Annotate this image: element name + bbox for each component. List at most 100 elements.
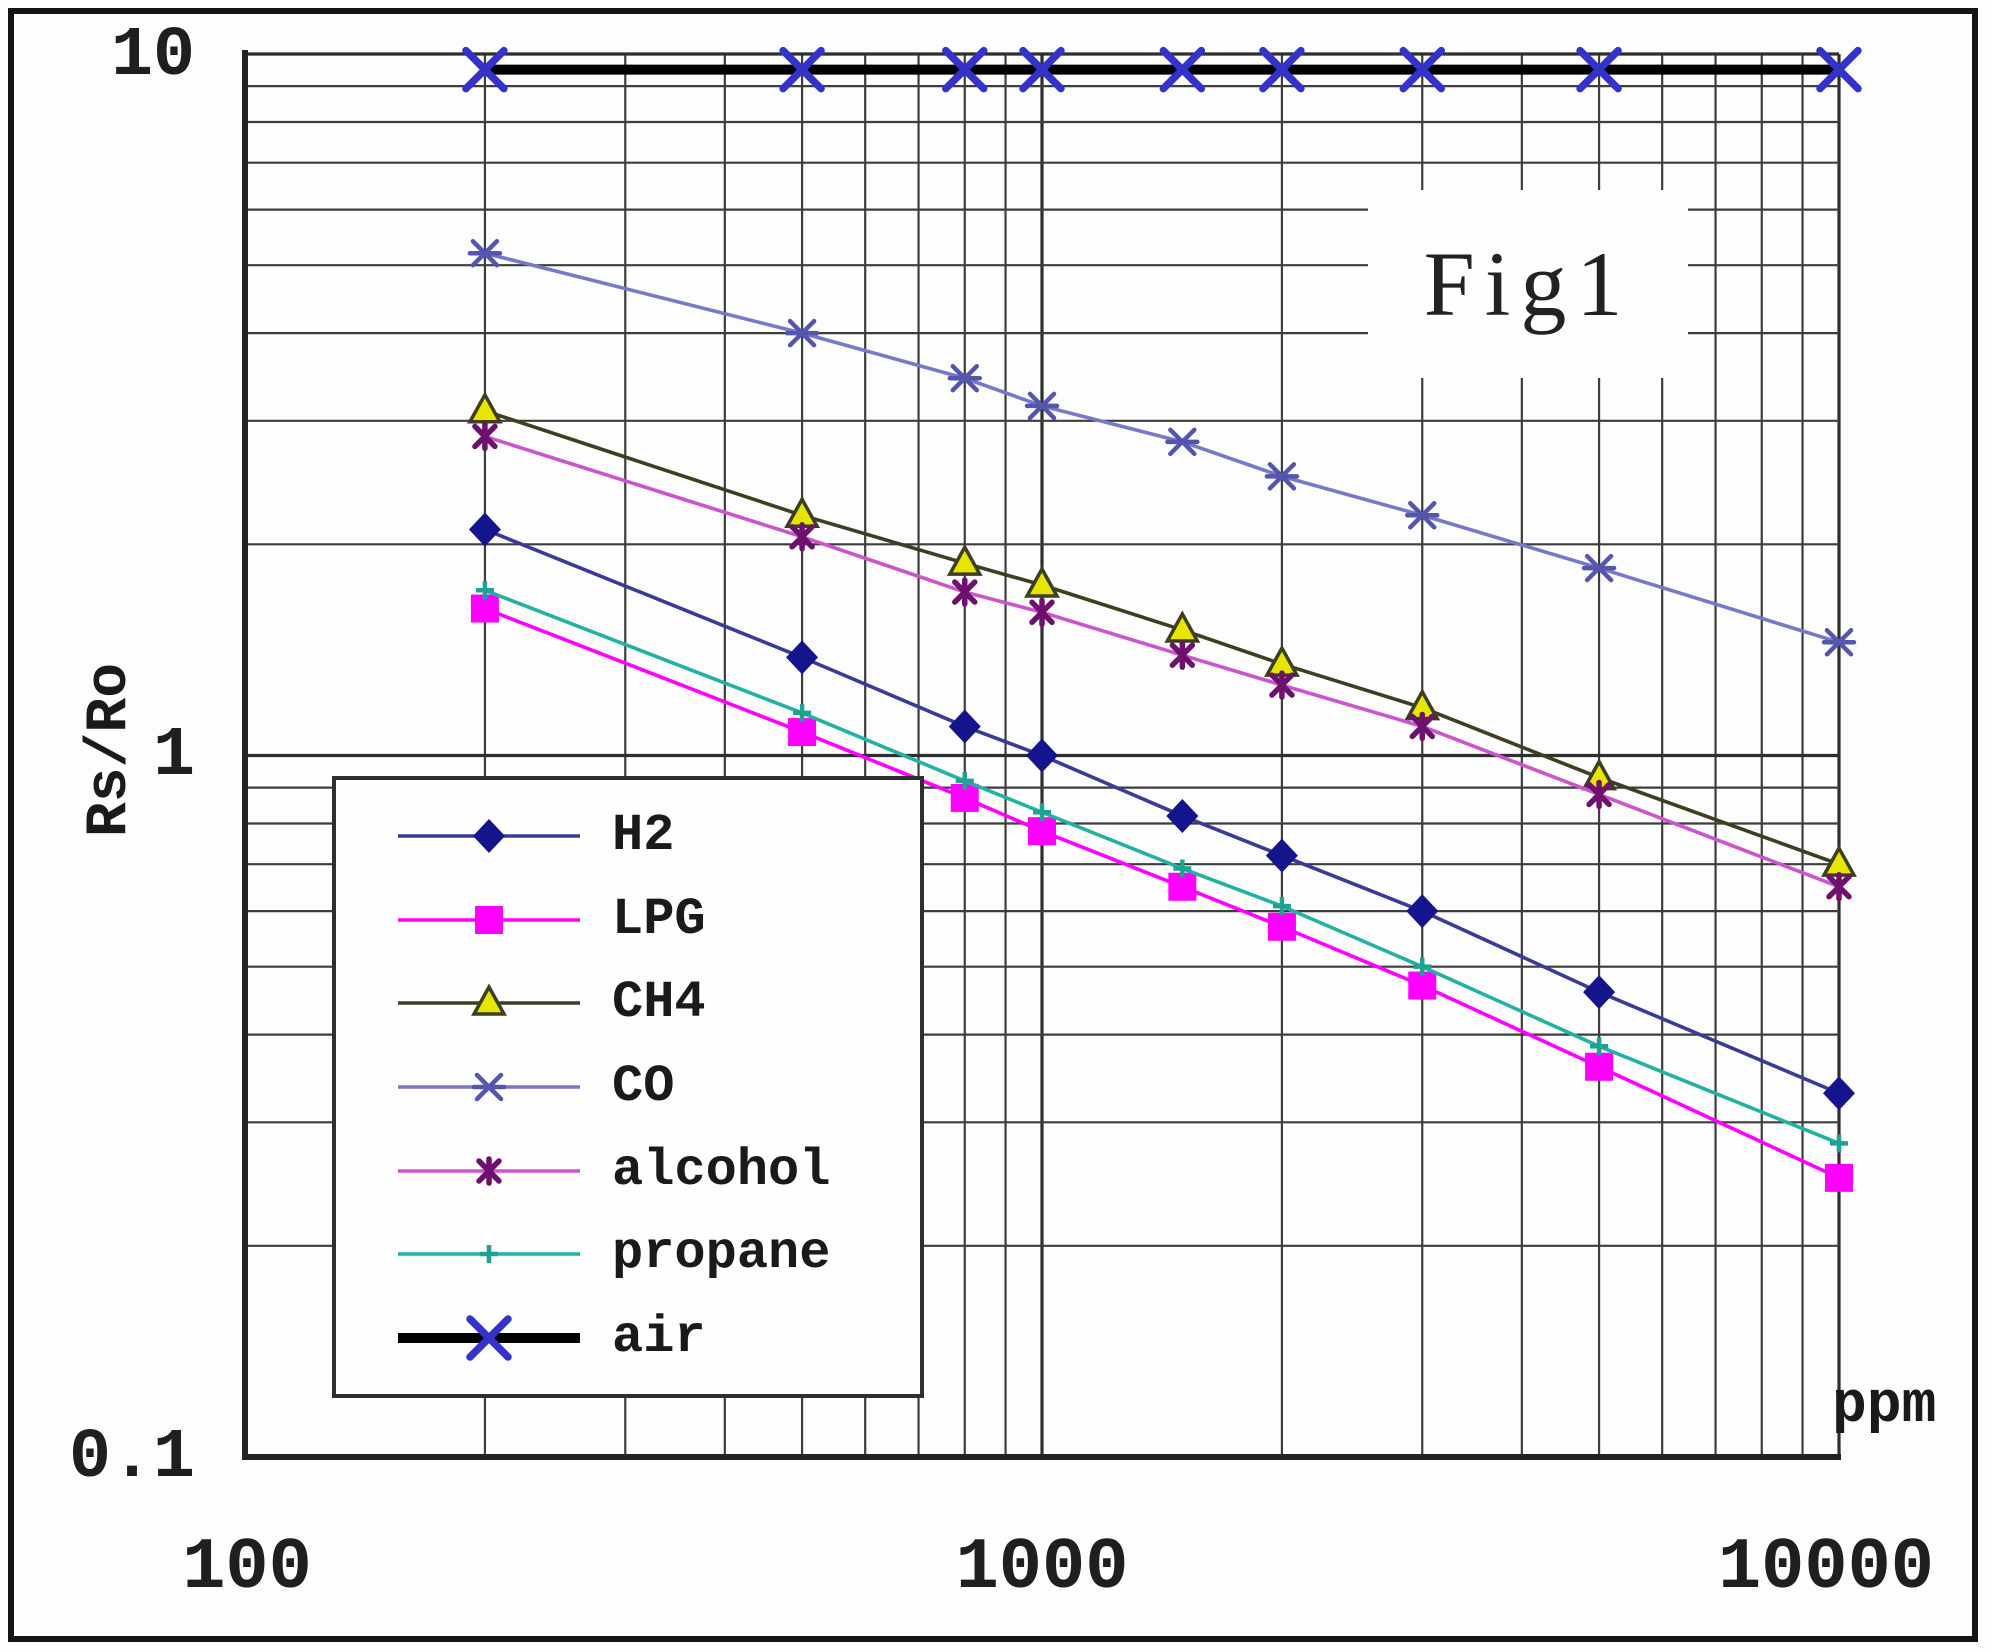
grid (242, 50, 1841, 1460)
legend-sample-group (398, 1245, 580, 1264)
marker-xstar (947, 363, 983, 393)
marker-plus (475, 581, 494, 600)
marker-plus (1590, 1037, 1609, 1056)
legend-sample-alcohol (398, 1155, 580, 1186)
legend-sample-H2 (398, 818, 580, 853)
marker-star4 (472, 421, 498, 452)
marker-plus (955, 771, 974, 790)
marker-triangle (471, 983, 507, 1016)
legend-sample-group (398, 905, 580, 934)
marker-xstar (1165, 427, 1200, 457)
legend-sample-air (398, 1315, 580, 1361)
marker-star4 (1169, 640, 1196, 670)
series-propane (475, 581, 1848, 1153)
figure-title: Fig1 (1368, 190, 1688, 378)
legend-sample-group (398, 818, 580, 853)
marker-diamond (948, 709, 981, 744)
legend-sample-CO (398, 1072, 580, 1102)
marker-bigx (779, 46, 825, 93)
series-CH4 (466, 391, 1857, 877)
marker-plus (1413, 957, 1432, 976)
legend-sample-group (398, 983, 580, 1016)
marker-plus (480, 1245, 498, 1264)
legend-sample-CH4 (398, 983, 580, 1016)
marker-diamond (1583, 975, 1616, 1010)
marker-plus (1272, 897, 1291, 916)
marker-diamond (473, 818, 505, 853)
legend-label: CO (612, 1056, 675, 1116)
marker-diamond (786, 640, 819, 675)
marker-triangle (466, 391, 503, 424)
legend-box: H2 LPG CH4 CO alcohol propane air (332, 776, 924, 1398)
marker-xstar (471, 1072, 507, 1102)
marker-square (788, 718, 817, 747)
y-tick-0-1: 0.1 (68, 1419, 195, 1498)
marker-star4 (952, 577, 978, 607)
legend-label: CH4 (612, 973, 706, 1033)
marker-xstar (467, 238, 503, 268)
legend-label: air (612, 1308, 706, 1368)
marker-bigx (462, 46, 508, 93)
legend-item-alcohol: alcohol (394, 1143, 920, 1199)
marker-plus (1830, 1134, 1848, 1153)
marker-bigx (1399, 46, 1446, 93)
marker-diamond (1026, 738, 1058, 773)
marker-bigx (466, 1315, 512, 1361)
marker-square (475, 905, 503, 934)
marker-bigx (1816, 46, 1862, 93)
marker-xstar (784, 318, 820, 348)
legend-label: alcohol (612, 1140, 831, 1200)
legend-label: H2 (612, 805, 675, 865)
marker-xstar (1405, 501, 1440, 530)
marker-bigx (1259, 46, 1305, 93)
marker-plus (1033, 803, 1051, 822)
marker-star4 (1029, 597, 1055, 628)
legend-sample-group (398, 1072, 580, 1102)
legend-sample-LPG (398, 905, 580, 934)
marker-xstar (1581, 553, 1617, 583)
legend-sample-group (398, 1315, 580, 1361)
legend-sample-propane (398, 1245, 580, 1264)
series-H2 (468, 512, 1855, 1111)
marker-diamond (1166, 798, 1199, 833)
legend-sample-group (398, 1155, 580, 1186)
series-CO (467, 238, 1857, 657)
marker-plus (1173, 859, 1192, 878)
marker-bigx (942, 46, 988, 93)
marker-star4 (1586, 779, 1612, 810)
marker-bigx (1019, 46, 1065, 93)
series-alcohol (472, 421, 1852, 902)
marker-bigx (1159, 46, 1206, 93)
marker-diamond (1823, 1076, 1855, 1111)
marker-star4 (1826, 871, 1852, 902)
y-tick-1: 1 (152, 717, 195, 796)
marker-square (1408, 971, 1437, 1000)
legend-item-LPG: LPG (394, 892, 920, 948)
marker-star4 (789, 522, 815, 552)
legend-item-air: air (394, 1310, 920, 1366)
marker-bigx (1576, 46, 1622, 93)
series-air (462, 46, 1862, 93)
y-axis-title: Rs/Ro (77, 662, 143, 838)
marker-diamond (1406, 894, 1439, 929)
marker-xstar (1024, 391, 1060, 421)
marker-star4 (1409, 711, 1436, 742)
legend-item-CO: CO (394, 1059, 920, 1115)
marker-xstar (1821, 628, 1857, 657)
x-axis-unit: ppm (1832, 1374, 1937, 1439)
x-tick-100: 100 (182, 1527, 312, 1609)
legend-item-CH4: CH4 (394, 975, 920, 1031)
y-tick-10: 10 (110, 17, 195, 96)
legend-label: propane (612, 1224, 831, 1284)
marker-square (1585, 1052, 1614, 1081)
marker-triangle (946, 543, 983, 576)
marker-star4 (476, 1155, 502, 1186)
marker-star4 (1269, 670, 1295, 700)
marker-square (1028, 817, 1056, 846)
marker-diamond (468, 512, 501, 547)
marker-plus (793, 703, 812, 722)
marker-triangle (1024, 565, 1060, 598)
x-tick-10000: 10000 (1717, 1527, 1935, 1609)
